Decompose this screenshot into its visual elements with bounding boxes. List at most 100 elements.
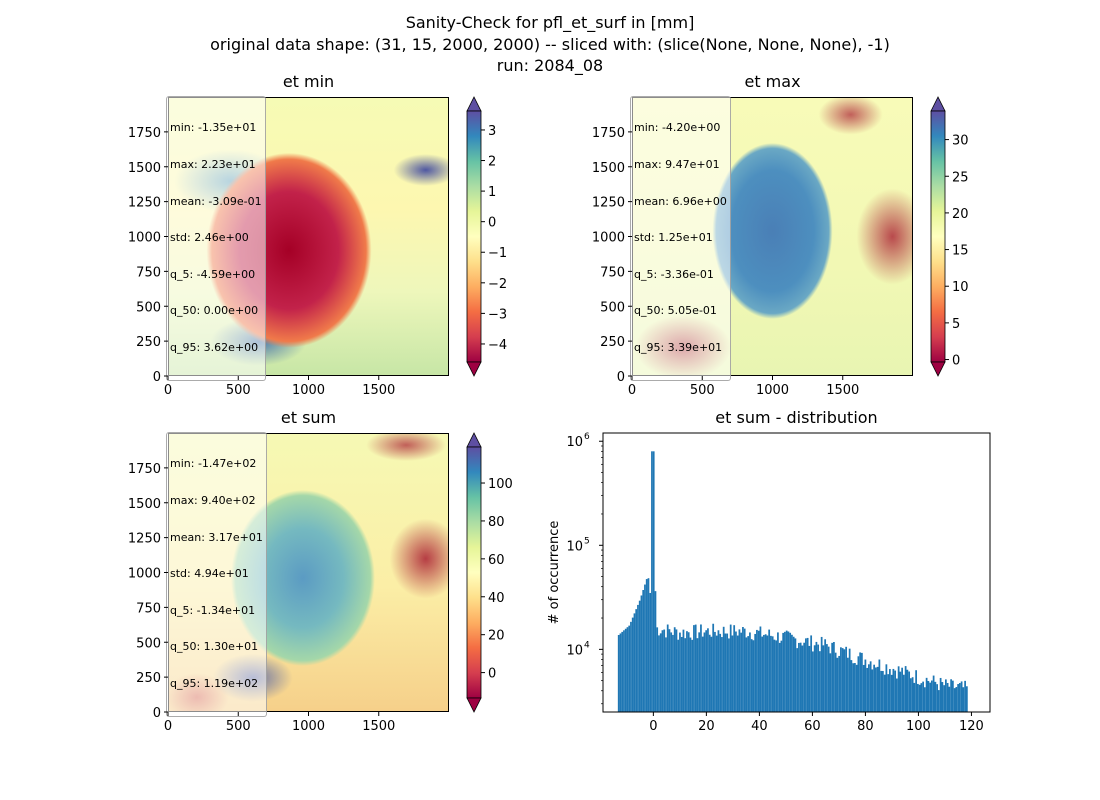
histogram-bar: [960, 681, 963, 712]
histogram-bar: [873, 664, 876, 712]
histogram-bar: [756, 629, 758, 712]
histogram-bar: [958, 683, 961, 712]
histogram-bar: [775, 640, 778, 712]
histogram-bar: [710, 636, 713, 712]
histogram-bar: [659, 633, 662, 712]
y-tick-label-exponent: 4: [584, 640, 590, 650]
histogram-bar: [864, 659, 867, 712]
panel-title: et min: [282, 72, 335, 91]
histogram-bar: [812, 651, 814, 712]
y-tick-label-exponent: 5: [584, 536, 590, 546]
panel-title: et sum - distribution: [715, 408, 878, 427]
histogram-bar: [930, 680, 933, 712]
histogram-bar: [955, 687, 958, 712]
histogram-bar: [880, 670, 883, 712]
histogram-bar: [677, 639, 680, 712]
colorbar-tick-label: −4: [488, 338, 507, 353]
y-axis-label: # of occurrence: [547, 521, 562, 625]
histogram-bar: [626, 627, 629, 712]
y-tick-label: 1750: [128, 462, 161, 477]
histogram-bar: [689, 637, 692, 712]
histogram-bar: [635, 609, 638, 712]
colorbar-tick-label: −3: [488, 307, 507, 322]
histogram-bar: [922, 681, 924, 712]
histogram-bar: [876, 666, 879, 712]
histogram-bar: [929, 682, 931, 712]
histogram-bar: [719, 633, 722, 712]
histogram-bar: [948, 686, 951, 712]
histogram-bar: [696, 638, 699, 712]
histogram-bar: [661, 630, 664, 712]
colorbar-tick-label: 60: [488, 553, 505, 568]
y-tick-label: 500: [136, 636, 161, 651]
histogram-bar: [910, 678, 912, 712]
histogram-bar: [724, 633, 727, 712]
colorbar-tick-label: 0: [488, 667, 496, 682]
y-tick-label: 1000: [592, 231, 625, 246]
colorbar-tick-label: 15: [952, 244, 969, 259]
histogram-bar: [829, 653, 832, 712]
histogram-bar: [834, 652, 837, 712]
colorbar-extend-min: [466, 697, 482, 713]
histogram-bar: [698, 632, 701, 712]
histogram-bar: [964, 680, 966, 712]
colorbar-tick-label: 40: [488, 591, 505, 606]
figure-title-line2: original data shape: (31, 15, 2000, 2000…: [210, 35, 890, 54]
figure-title-line3: run: 2084_08: [496, 56, 604, 75]
histogram-bar: [841, 648, 844, 712]
histogram-bar: [630, 621, 632, 712]
histogram-bar: [836, 657, 839, 712]
histogram-bar: [918, 684, 921, 712]
histogram-bar: [820, 636, 823, 712]
x-tick-label: 0: [164, 719, 172, 734]
histogram-bar: [652, 451, 655, 712]
histogram-bar: [645, 579, 648, 712]
histogram-bar: [691, 639, 694, 712]
histogram-bar: [700, 624, 702, 712]
histogram-bar: [901, 667, 904, 712]
histogram-bar: [638, 600, 641, 712]
histogram-bar: [939, 677, 942, 712]
stat-min: min: -1.35e+01: [170, 121, 257, 135]
histogram-bar: [962, 687, 965, 712]
histogram-bar: [771, 636, 774, 712]
histogram-bar: [875, 667, 877, 712]
histogram-bar: [761, 636, 764, 712]
histogram-bar: [889, 669, 891, 712]
colorbar-tick-label: 25: [952, 170, 969, 185]
histogram-bar: [819, 651, 821, 712]
histogram-bar: [617, 635, 620, 712]
histogram-bar: [810, 635, 813, 712]
histogram-bar: [791, 634, 793, 712]
histogram-bar: [665, 637, 667, 712]
x-tick-label: 0: [164, 383, 172, 398]
histogram-bar: [619, 633, 622, 712]
histogram-bar: [787, 631, 790, 712]
histogram-bar: [896, 678, 898, 712]
histogram-bar: [656, 627, 659, 712]
histogram-bar: [740, 632, 743, 712]
histogram-bar: [712, 623, 715, 712]
histogram-bar: [911, 677, 914, 712]
y-tick-label: 10: [566, 643, 583, 658]
histogram-bar: [754, 633, 757, 712]
histogram-bar: [882, 670, 884, 712]
histogram-bar: [796, 648, 799, 712]
histogram-bar: [773, 639, 776, 712]
histogram-bar: [897, 666, 900, 712]
y-tick-label: 500: [600, 300, 625, 315]
histogram-bar: [651, 451, 653, 712]
histogram-bar: [794, 638, 797, 712]
colorbar-tick-label: −2: [488, 277, 507, 292]
histogram-bar: [624, 628, 627, 712]
histogram-bar: [782, 632, 785, 712]
stat-mean: mean: 6.96e+00: [634, 194, 727, 208]
histogram-bar: [957, 684, 959, 712]
histogram-bar: [855, 664, 858, 712]
histogram-bar: [803, 642, 806, 712]
histogram-bar: [631, 617, 634, 712]
histogram-bar: [747, 636, 750, 712]
y-tick-label: 0: [153, 706, 161, 721]
y-tick-label: 1250: [128, 532, 161, 547]
